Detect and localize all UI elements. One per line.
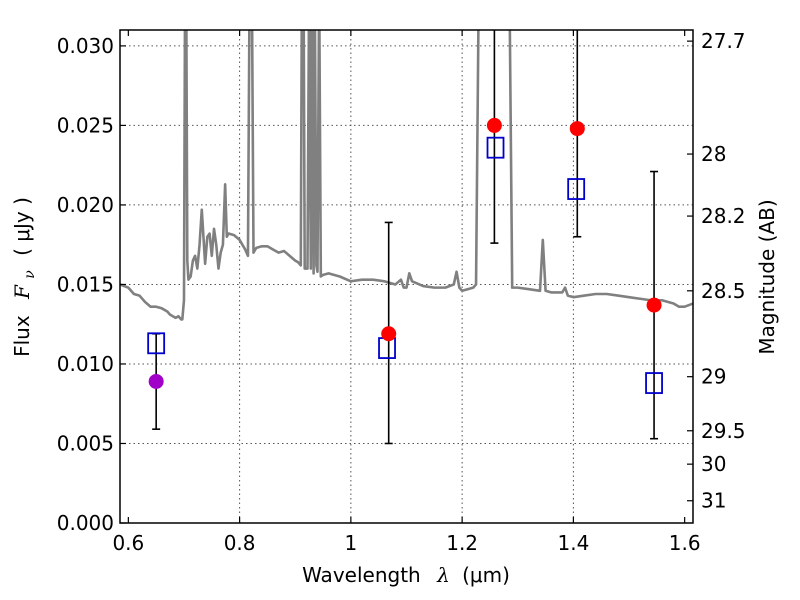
observed-flux-point [569, 121, 585, 137]
model-flux-square [645, 372, 663, 394]
x-axis-unit: (μm) [462, 563, 510, 587]
y-tick-label: 0.005 [57, 431, 114, 455]
y2-axis-title: Magnitude (AB) [755, 199, 779, 354]
x-tick-label: 1.2 [446, 531, 478, 555]
x-axis-title: Wavelength λ (μm) [302, 563, 510, 587]
model-flux-square [567, 178, 586, 200]
x-tick-label: 1.6 [669, 531, 701, 555]
y2-tick-label: 31 [701, 489, 726, 513]
model-flux-square [486, 136, 505, 159]
x-axis-lambda: λ [436, 563, 450, 587]
y-tick-label: 0.015 [57, 272, 114, 296]
y-axis-unit: ( μJy ) [10, 197, 34, 256]
x-tick-label: 1 [345, 531, 358, 555]
plot-frame [119, 29, 694, 524]
y2-tick-label: 29.5 [701, 419, 746, 443]
grid [120, 30, 693, 523]
observed-flux-point [148, 373, 164, 389]
x-axis-label-text: Wavelength [302, 563, 421, 587]
y-tick-label: 0.020 [57, 193, 114, 217]
model-flux-square [147, 332, 166, 355]
observed-flux-point [486, 117, 502, 133]
x-tick-label: 1.4 [557, 531, 589, 555]
x-tick-label: 0.6 [112, 531, 144, 555]
y-axis-label-text: Flux [10, 315, 34, 357]
y-axis-symbol: F [10, 284, 34, 300]
model-spectrum-line [120, 30, 693, 321]
observed-flux-point [381, 326, 397, 342]
y-tick-label: 0.010 [57, 352, 114, 376]
y2-tick-label: 30 [701, 452, 726, 476]
y-tick-label: 0.030 [57, 34, 114, 58]
model-flux-square [378, 337, 396, 359]
y-tick-label: 0.000 [57, 511, 114, 535]
y2-tick-label: 28.5 [701, 279, 746, 303]
y2-tick-label: 28.2 [701, 204, 746, 228]
plot-data [120, 30, 693, 445]
x-tick-label: 0.8 [224, 531, 256, 555]
y-axis-title: Flux F ν ( μJy ) [10, 197, 39, 357]
y-tick-label: 0.025 [57, 113, 114, 137]
y2-tick-label: 29 [701, 365, 726, 389]
y-axis-symbol-sub: ν [22, 270, 38, 279]
axis-ticks: 0.6 0.8 1 1.2 1.4 1.6 0.000 0.005 0.010 0.015 0.02… [57, 29, 746, 555]
y2-tick-label: 27.7 [701, 29, 746, 53]
observed-flux-point [646, 297, 662, 313]
y2-tick-label: 28 [701, 142, 726, 166]
